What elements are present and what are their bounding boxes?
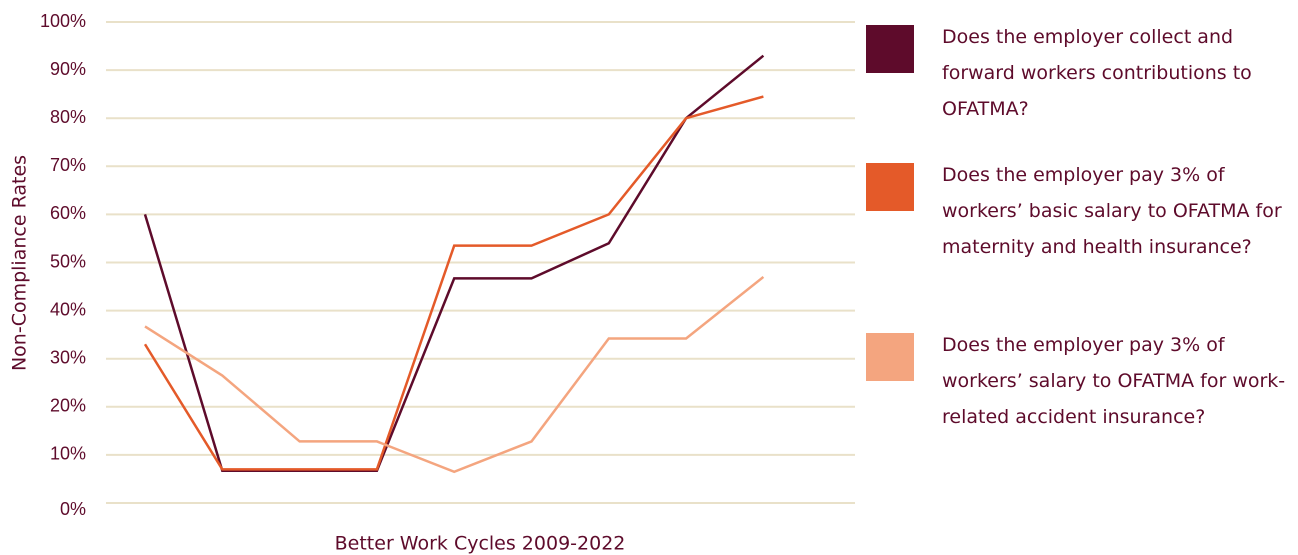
x-axis-label: Better Work Cycles 2009-2022 (335, 533, 626, 555)
y-tick-label: 10% (50, 444, 86, 464)
chart: Non-Compliance Rates Better Work Cycles … (9, 11, 855, 555)
line (143, 54, 765, 473)
y-tick-label: 50% (50, 251, 86, 271)
y-tick-label: 30% (50, 347, 86, 367)
y-tick-label: 70% (50, 155, 86, 175)
y-tick-label: 90% (50, 59, 86, 79)
y-tick-label: 0% (60, 499, 86, 519)
y-tick-label: 20% (50, 396, 86, 416)
y-tick-label: 100% (40, 11, 86, 31)
y-axis-label: Non-Compliance Rates (9, 155, 31, 371)
line (144, 275, 765, 474)
y-tick-label: 60% (50, 203, 86, 223)
legend-label: Does the employer collect and forward wo… (942, 26, 1252, 120)
legend-swatch (866, 163, 914, 211)
line (143, 95, 764, 471)
legend-swatch (866, 333, 914, 381)
legend-swatch (866, 25, 914, 73)
legend-label: Does the employer pay 3% of workers’ sal… (942, 334, 1286, 428)
legend-label: Does the employer pay 3% of workers’ bas… (942, 164, 1282, 258)
y-tick-label: 40% (50, 299, 86, 319)
y-tick-label: 80% (50, 107, 86, 127)
